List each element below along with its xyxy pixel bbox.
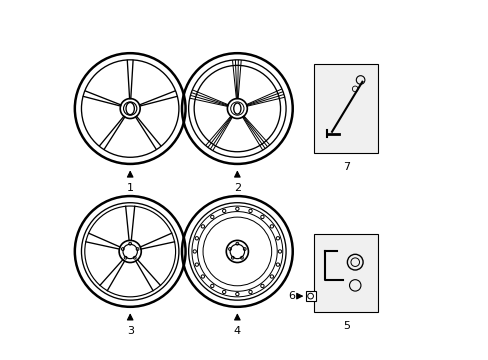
Text: 1: 1 (126, 183, 133, 193)
Text: 6: 6 (288, 291, 295, 301)
Text: 4: 4 (233, 326, 241, 336)
Bar (313, 64, 378, 153)
Text: 7: 7 (342, 162, 349, 172)
Text: 3: 3 (126, 326, 133, 336)
Text: 2: 2 (233, 183, 241, 193)
Text: 5: 5 (342, 321, 349, 331)
Bar (313, 234, 378, 312)
FancyBboxPatch shape (305, 291, 315, 301)
